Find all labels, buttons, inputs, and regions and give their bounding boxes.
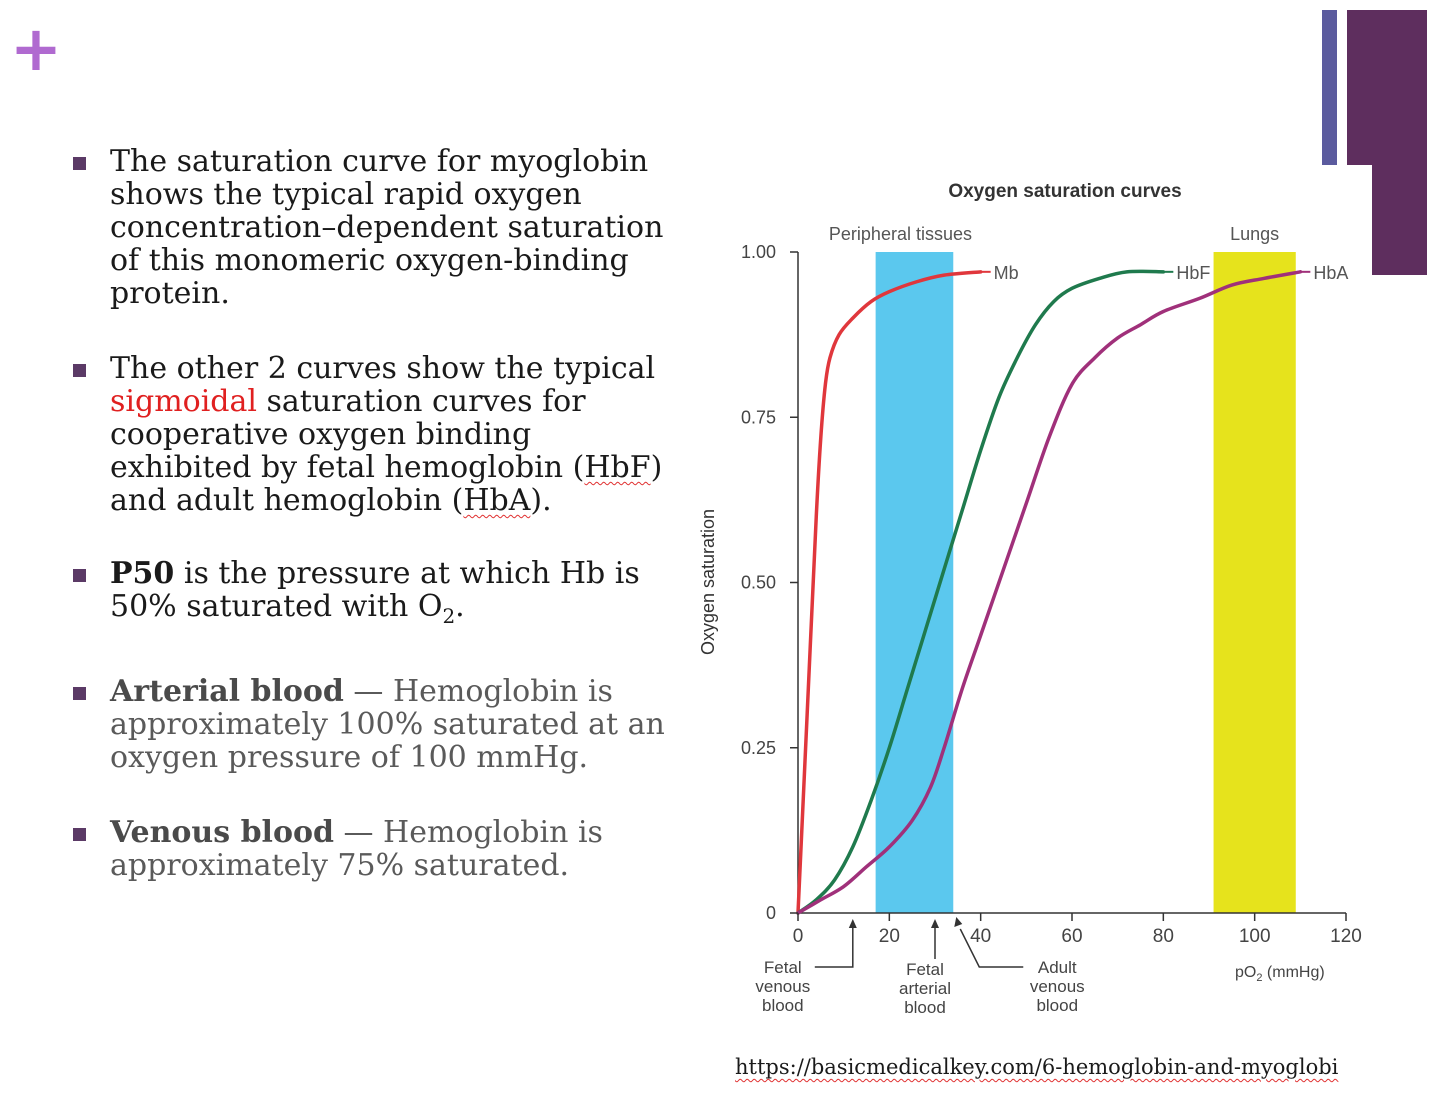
bullet-bold-term: P50 <box>110 556 175 591</box>
curve-mb <box>796 270 983 915</box>
accent-bar-purple-lower <box>1372 160 1427 275</box>
annotation-fetal-venous: Fetal <box>764 958 802 977</box>
curve-hbf <box>796 269 1166 915</box>
y-tick-label: 0.25 <box>741 738 776 758</box>
bullet-marker <box>73 569 86 582</box>
series-label-mb: Mb <box>994 263 1019 283</box>
series-label-hbf: HbF <box>1176 263 1210 283</box>
x-tick-label: 40 <box>970 926 991 947</box>
term-hba: HbA <box>463 483 531 518</box>
y-tick-label: 0 <box>766 903 776 923</box>
band-label-0: Peripheral tissues <box>829 224 972 244</box>
y-tick-label: 1.00 <box>741 242 776 262</box>
bullet-myoglobin: The saturation curve for myoglobin shows… <box>70 145 670 310</box>
fetal-venous-arrowhead <box>848 919 857 928</box>
x-tick-label: 60 <box>1061 926 1082 947</box>
annotation-adult-venous: venous <box>1030 977 1085 996</box>
bullet-marker <box>73 157 86 170</box>
annotation-fetal-arterial: arterial <box>899 979 951 998</box>
annotation-adult-venous: blood <box>1036 996 1078 1015</box>
bullet-arterial: Arterial blood — Hemoglobin is approxima… <box>70 675 670 774</box>
bullet-text: — Hemoglobin is approximately 75% satura… <box>110 815 603 883</box>
bullet-sigmoidal: The other 2 curves show the typical sigm… <box>70 352 670 517</box>
series-label-hba: HbA <box>1313 263 1348 283</box>
band-1 <box>1213 252 1296 913</box>
annotation-adult-venous: Adult <box>1038 958 1077 977</box>
bullet-p50: P50 is the pressure at which Hb is 50% s… <box>70 557 670 633</box>
bullet-marker <box>73 687 86 700</box>
bullet-list: The saturation curve for myoglobin shows… <box>70 145 670 924</box>
bullet-bold-term: Venous blood <box>110 815 334 850</box>
x-tick-label: 80 <box>1153 926 1174 947</box>
annotation-fetal-venous: venous <box>755 977 810 996</box>
highlight-sigmoidal: sigmoidal <box>110 384 257 419</box>
fetal-arterial-arrowhead <box>931 919 939 928</box>
x-tick-label: 120 <box>1330 926 1362 947</box>
accent-bar-blue <box>1322 10 1337 165</box>
x-tick-label: 20 <box>879 926 900 947</box>
curve-hba <box>796 270 1303 915</box>
oxygen-saturation-chart: Oxygen saturation curves Peripheral tiss… <box>698 181 1362 1017</box>
adult-venous-arrowhead <box>954 917 963 927</box>
adult-venous-leader <box>959 928 1024 968</box>
x-tick-label: 100 <box>1239 926 1271 947</box>
x-tick-label: 0 <box>793 926 804 947</box>
bullet-text-pre: The other 2 curves show the typical <box>110 351 656 386</box>
bullet-text-end: . <box>455 589 465 624</box>
y-tick-label: 0.50 <box>741 573 776 593</box>
source-url[interactable]: https://basicmedicalkey.com/6-hemoglobin… <box>735 1055 1339 1079</box>
bullet-text-mid: saturation curves for cooperative oxygen… <box>110 384 586 485</box>
bullet-bold-term: Arterial blood <box>110 674 344 709</box>
bullet-venous: Venous blood — Hemoglobin is approximate… <box>70 816 670 882</box>
annotation-fetal-venous: blood <box>762 996 804 1015</box>
term-hbf: HbF <box>584 450 651 485</box>
y-tick-label: 0.75 <box>741 407 776 427</box>
x-axis-label: pO2 (mmHg) <box>1235 964 1325 984</box>
bullet-text-post: ). <box>530 483 552 518</box>
bullet-text: The saturation curve for myoglobin shows… <box>110 144 664 311</box>
bullet-marker <box>73 828 86 841</box>
annotation-fetal-arterial: blood <box>904 998 946 1017</box>
annotation-fetal-arterial: Fetal <box>906 960 944 979</box>
band-label-1: Lungs <box>1230 224 1279 244</box>
fetal-venous-leader <box>814 941 854 968</box>
chart-title: Oxygen saturation curves <box>948 181 1181 202</box>
bullet-subscript: 2 <box>442 604 456 628</box>
bullet-text-mid2: ) and adult hemoglobin ( <box>110 450 663 518</box>
y-axis-label: Oxygen saturation <box>698 509 718 655</box>
accent-bar-purple <box>1347 10 1427 165</box>
bullet-text: is the pressure at which Hb is 50% satur… <box>110 556 640 624</box>
bullet-text: — Hemoglobin is approximately 100% satur… <box>110 674 665 775</box>
bullet-marker <box>73 364 86 377</box>
plus-decoration-icon: + <box>10 12 62 85</box>
